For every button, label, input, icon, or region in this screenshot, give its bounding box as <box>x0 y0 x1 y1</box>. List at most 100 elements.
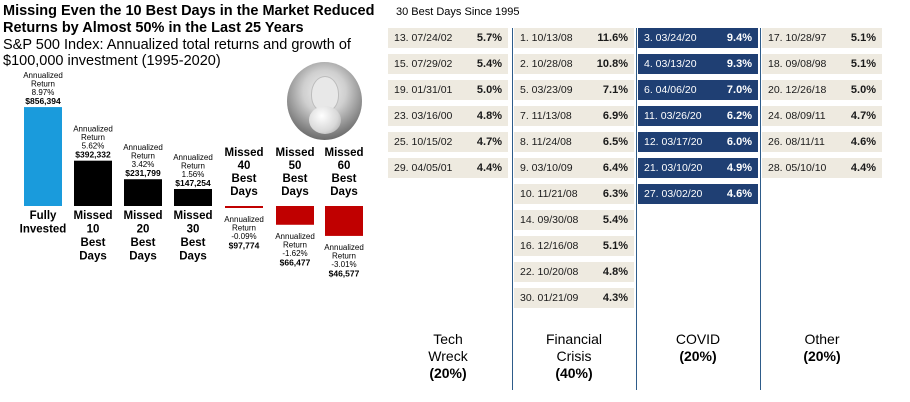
bar-category-label: Missed <box>174 210 213 222</box>
bar-category-label: Best <box>181 237 206 249</box>
best-day-cell: 12. 03/17/20 6.0% <box>638 132 758 152</box>
rank-date: 11. 03/26/20 <box>644 110 702 122</box>
rank-date: 30. 01/21/09 <box>520 292 579 304</box>
rank-date: 1. 10/13/08 <box>520 32 573 44</box>
return-value: 4.8% <box>602 266 628 278</box>
bar-category-label: Days <box>281 186 309 198</box>
rank-date: 2. 10/28/08 <box>520 58 573 70</box>
rank-date: 6. 04/06/20 <box>644 84 697 96</box>
column-divider <box>512 28 513 390</box>
best-day-cell: 16. 12/16/08 5.1% <box>514 236 634 256</box>
category-financial-crisis: Financial Crisis (40%) <box>514 331 634 382</box>
bar-category-label: 50 <box>289 160 302 172</box>
bar-category-label: Missed <box>124 210 163 222</box>
return-value: 6.0% <box>726 136 752 148</box>
best-day-cell: 26. 08/11/11 4.6% <box>762 132 882 152</box>
best-day-cell: 5. 03/23/09 7.1% <box>514 80 634 100</box>
best-day-cell: 13. 07/24/02 5.7% <box>388 28 508 48</box>
return-value: 4.9% <box>726 162 752 174</box>
bar-category-label: Missed <box>325 147 364 159</box>
best-day-cell: 14. 09/30/08 5.4% <box>514 210 634 230</box>
rank-date: 20. 12/26/18 <box>768 84 827 96</box>
category-percent: (20%) <box>803 348 841 364</box>
bar-return-label: 3.42% <box>132 160 155 169</box>
bar-category-label: 10 <box>87 224 100 236</box>
best-day-cell: 6. 04/06/20 7.0% <box>638 80 758 100</box>
bar-category-label: 30 <box>187 224 200 236</box>
bar-category-label: Best <box>332 173 357 185</box>
bar-return-label: Return <box>332 251 356 260</box>
bar-category-label: Missed <box>276 147 315 159</box>
bar-category-label: Best <box>81 237 106 249</box>
bar-chart: $856,3948.97%ReturnAnnualizedFullyInvest… <box>20 71 364 278</box>
category-tech-wreck: Tech Wreck (20%) <box>388 331 508 382</box>
bar-return-label: Annualized <box>73 125 113 134</box>
return-value: 6.5% <box>602 136 628 148</box>
rank-date: 3. 03/24/20 <box>644 32 697 44</box>
rank-date: 10. 11/21/08 <box>520 188 578 200</box>
rank-date: 27. 03/02/20 <box>644 188 703 200</box>
best-day-cell: 17. 10/28/97 5.1% <box>762 28 882 48</box>
bar <box>124 179 162 206</box>
best-day-cell: 8. 11/24/08 6.5% <box>514 132 634 152</box>
bar-category-label: Days <box>179 251 207 263</box>
chart-title: Missing Even the 10 Best Days in the Mar… <box>3 3 375 36</box>
return-value: 5.7% <box>476 32 502 44</box>
rank-date: 22. 10/20/08 <box>520 266 579 278</box>
best-day-cell: 30. 01/21/09 4.3% <box>514 288 634 308</box>
bar-category-label: Days <box>129 251 157 263</box>
return-value: 4.4% <box>476 162 502 174</box>
return-value: 6.3% <box>602 188 628 200</box>
rank-date: 7. 11/13/08 <box>520 110 572 122</box>
return-value: 4.3% <box>602 292 628 304</box>
return-value: 5.0% <box>850 84 876 96</box>
bar-return-label: Annualized <box>173 153 213 162</box>
woman-crystal-ball-photo <box>287 62 362 140</box>
return-value: 4.8% <box>476 110 502 122</box>
column-divider <box>760 28 761 390</box>
best-day-cell: 1. 10/13/08 11.6% <box>514 28 634 48</box>
best-day-cell: 7. 11/13/08 6.9% <box>514 106 634 126</box>
bar-value-label: $46,577 <box>329 268 360 278</box>
best-day-cell: 3. 03/24/20 9.4% <box>638 28 758 48</box>
rank-date: 17. 10/28/97 <box>768 32 827 44</box>
return-value: 4.6% <box>726 188 752 200</box>
best-day-cell: 25. 10/15/02 4.7% <box>388 132 508 152</box>
bar-value-label: $856,394 <box>25 96 61 106</box>
return-value: 9.3% <box>726 58 752 70</box>
bar-return-label: Annualized <box>324 243 364 252</box>
return-value: 4.6% <box>850 136 876 148</box>
bar-category-label: 60 <box>338 160 351 172</box>
bar-return-label: Return <box>283 240 307 249</box>
bar-return-label: 5.62% <box>82 142 105 151</box>
return-value: 5.4% <box>602 214 628 226</box>
bar-return-label: Annualized <box>275 232 315 241</box>
rank-date: 23. 03/16/00 <box>394 110 453 122</box>
best-day-cell: 2. 10/28/08 10.8% <box>514 54 634 74</box>
bar-category-label: Invested <box>20 224 67 236</box>
bar-category-label: Days <box>230 186 258 198</box>
column-divider <box>636 28 637 390</box>
chart-subtitle: S&P 500 Index: Annualized total returns … <box>3 37 351 69</box>
category-percent: (20%) <box>429 365 467 381</box>
category-label: Crisis <box>556 348 592 364</box>
return-value: 5.1% <box>850 32 876 44</box>
bar <box>325 206 363 236</box>
best-day-cell: 9. 03/10/09 6.4% <box>514 158 634 178</box>
best-day-cell: 28. 05/10/10 4.4% <box>762 158 882 178</box>
best-day-cell: 23. 03/16/00 4.8% <box>388 106 508 126</box>
bar-return-label: Annualized <box>224 215 264 224</box>
return-value: 9.4% <box>726 32 752 44</box>
rank-date: 9. 03/10/09 <box>520 162 573 174</box>
return-value: 5.1% <box>602 240 628 252</box>
bar-return-label: -0.09% <box>231 232 256 241</box>
bar-return-label: -3.01% <box>331 260 356 269</box>
bar-category-label: Best <box>283 173 308 185</box>
bar <box>225 206 263 208</box>
bar-return-label: Return <box>181 161 205 170</box>
best-day-cell: 11. 03/26/20 6.2% <box>638 106 758 126</box>
bar-value-label: $392,332 <box>75 150 111 160</box>
best-day-cell: 29. 04/05/01 4.4% <box>388 158 508 178</box>
return-value: 4.7% <box>476 136 502 148</box>
bar-category-label: Days <box>79 251 107 263</box>
